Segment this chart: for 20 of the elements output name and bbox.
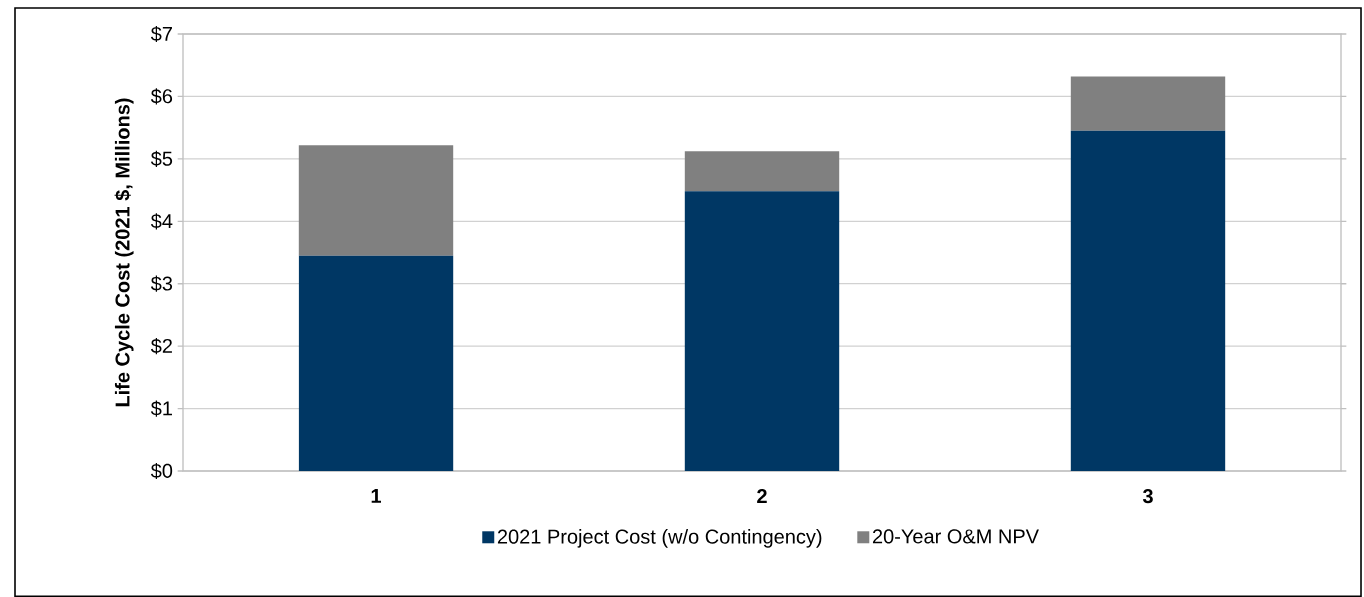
bar <box>684 191 840 471</box>
y-tick-label: $1 <box>150 400 172 417</box>
y-tick-label: $0 <box>150 462 173 480</box>
bar <box>1070 76 1226 131</box>
x-tick-label: 3 <box>1142 489 1153 504</box>
legend-label: 20-Year O&M NPV <box>872 529 1039 544</box>
x-tick-label: 2 <box>757 489 767 504</box>
bar <box>298 145 454 256</box>
y-tick-label: $7 <box>150 25 172 43</box>
x-tick-label: 1 <box>371 489 381 503</box>
y-tick-label: $2 <box>150 338 172 355</box>
bar <box>684 151 840 192</box>
y-axis-title: Life Cycle Cost (2021 $, Millions) <box>114 98 134 407</box>
bar <box>1070 130 1226 471</box>
y-tick-label: $3 <box>150 275 173 292</box>
y-tick-label: $5 <box>150 150 173 167</box>
bar <box>298 255 454 471</box>
y-tick-label: $6 <box>150 88 173 105</box>
y-tick-label: $4 <box>150 213 173 230</box>
legend-label: 2021 Project Cost (w/o Contingency) <box>497 529 822 548</box>
